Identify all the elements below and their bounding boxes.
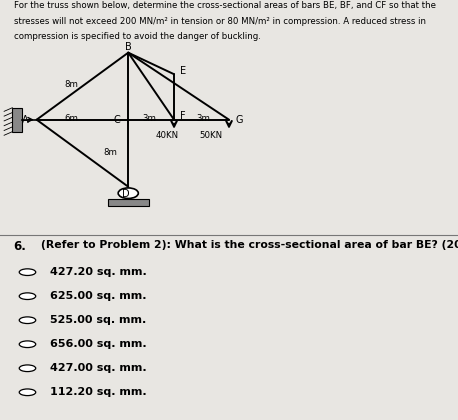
Text: 656.00 sq. mm.: 656.00 sq. mm. bbox=[50, 339, 147, 349]
Text: (Refer to Problem 2): What is the cross-sectional area of bar BE? (20 points): (Refer to Problem 2): What is the cross-… bbox=[41, 240, 458, 250]
Text: 6m: 6m bbox=[64, 114, 78, 123]
Circle shape bbox=[19, 365, 36, 372]
Text: D: D bbox=[122, 189, 130, 199]
Text: B: B bbox=[125, 42, 131, 52]
Text: G: G bbox=[235, 115, 243, 125]
Text: 40KN: 40KN bbox=[156, 131, 179, 140]
Bar bbox=[108, 199, 149, 206]
Circle shape bbox=[19, 317, 36, 323]
Circle shape bbox=[19, 293, 36, 299]
Text: 6.: 6. bbox=[14, 240, 27, 253]
Text: 525.00 sq. mm.: 525.00 sq. mm. bbox=[50, 315, 147, 325]
Text: 3m: 3m bbox=[142, 114, 156, 123]
Text: 112.20 sq. mm.: 112.20 sq. mm. bbox=[50, 387, 147, 397]
Circle shape bbox=[118, 188, 138, 199]
Text: 427.20 sq. mm.: 427.20 sq. mm. bbox=[50, 267, 147, 277]
Text: F: F bbox=[180, 111, 186, 121]
Text: E: E bbox=[180, 66, 186, 76]
Text: 50KN: 50KN bbox=[199, 131, 222, 140]
Text: 8m: 8m bbox=[64, 81, 78, 89]
Text: A: A bbox=[22, 115, 28, 125]
Text: 427.00 sq. mm.: 427.00 sq. mm. bbox=[50, 363, 147, 373]
Text: For the truss shown below, determine the cross-sectional areas of bars BE, BF, a: For the truss shown below, determine the… bbox=[14, 1, 436, 10]
Bar bbox=[12, 108, 22, 132]
Circle shape bbox=[19, 269, 36, 276]
Text: 625.00 sq. mm.: 625.00 sq. mm. bbox=[50, 291, 147, 301]
Circle shape bbox=[19, 341, 36, 348]
Text: 8m: 8m bbox=[103, 147, 117, 157]
Text: C: C bbox=[114, 115, 120, 125]
Text: 3m: 3m bbox=[197, 114, 211, 123]
Text: stresses will not exceed 200 MN/m² in tension or 80 MN/m² in compression. A redu: stresses will not exceed 200 MN/m² in te… bbox=[14, 17, 426, 26]
Text: compression is specified to avoid the danger of buckling.: compression is specified to avoid the da… bbox=[14, 32, 261, 41]
Circle shape bbox=[19, 389, 36, 396]
